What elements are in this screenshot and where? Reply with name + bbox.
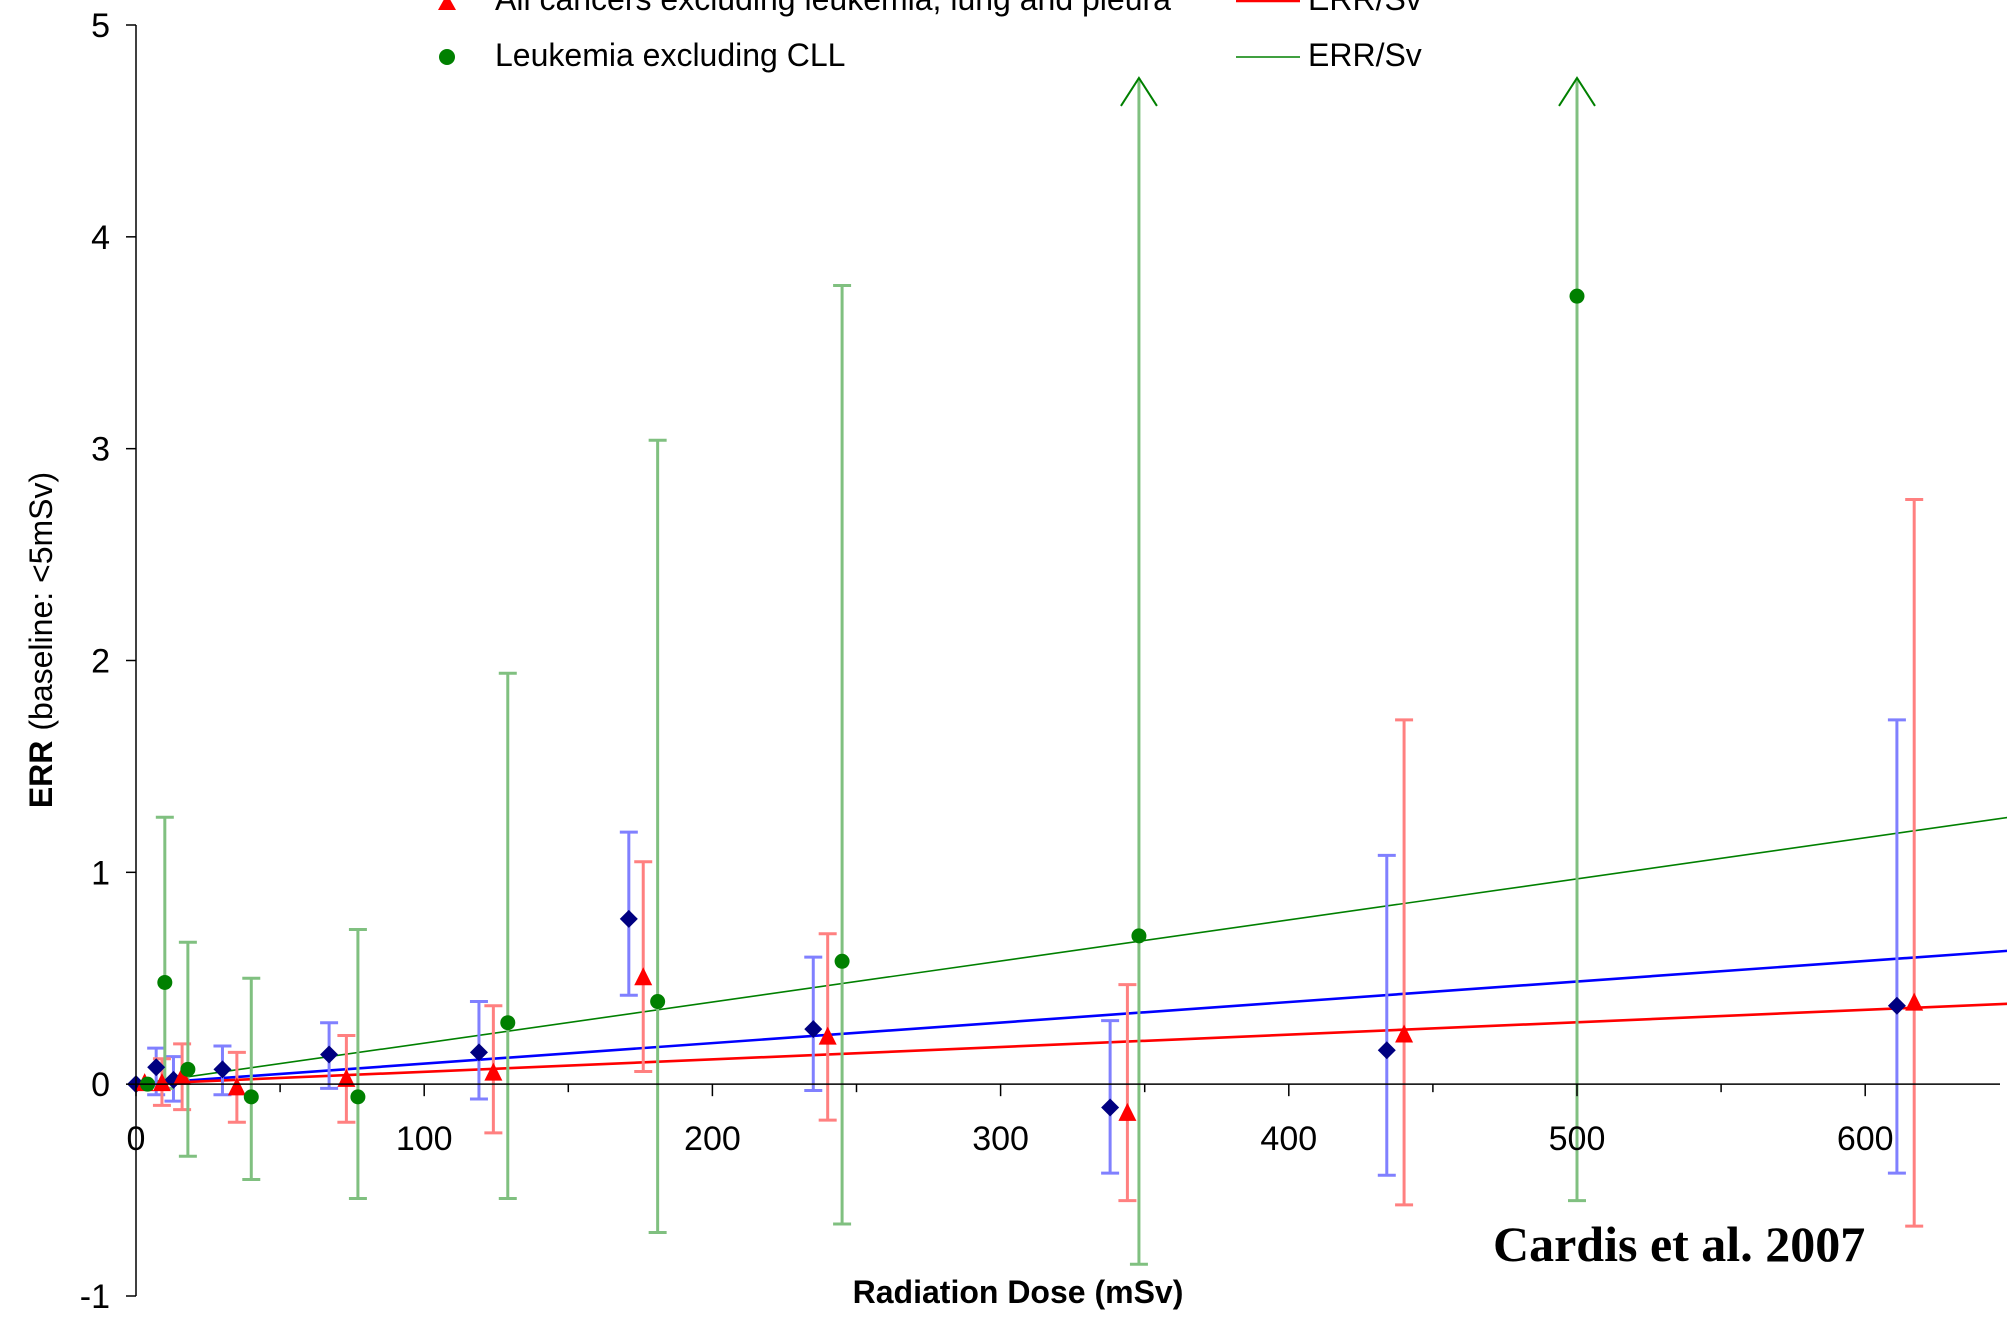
legend-marker-circle xyxy=(439,49,455,65)
x-axis-title: Radiation Dose (mSv) xyxy=(853,1274,1184,1310)
open-arrow xyxy=(1120,76,1158,107)
legend-line-label-green: ERR/Sv xyxy=(1308,37,1422,73)
x-tick-label: 0 xyxy=(127,1120,146,1158)
fit-line-2 xyxy=(135,816,2007,1085)
point-circle xyxy=(243,1089,259,1105)
y-tick-label: 5 xyxy=(91,7,110,45)
legend-label-leukemia: Leukemia excluding CLL xyxy=(495,37,845,73)
point-diamond xyxy=(1377,1041,1396,1060)
point-circle xyxy=(350,1089,366,1105)
point-circle xyxy=(157,974,173,990)
data-markers xyxy=(127,288,1924,1121)
error-bars xyxy=(147,76,1924,1266)
point-triangle xyxy=(1118,1102,1137,1121)
point-triangle xyxy=(1395,1024,1414,1043)
fit-lines xyxy=(135,816,2007,1086)
fit-line-0 xyxy=(135,949,2007,1086)
x-tick-label: 500 xyxy=(1549,1120,1606,1158)
x-tick-label: 300 xyxy=(972,1120,1029,1158)
y-axis-title-bold: ERR xyxy=(23,741,59,809)
open-arrow xyxy=(1558,76,1596,107)
point-circle xyxy=(180,1061,196,1077)
axes: -1 0 1 2 3 4 5 0 100 200 300 400 500 600 xyxy=(80,7,2000,1316)
point-triangle xyxy=(818,1026,837,1045)
y-tick-label: 4 xyxy=(91,219,110,257)
point-diamond xyxy=(147,1058,166,1077)
point-diamond xyxy=(804,1020,823,1039)
y-axis-title: ERR (baseline: <5mSv) xyxy=(23,472,59,808)
point-circle xyxy=(1131,928,1147,944)
point-diamond xyxy=(619,909,638,928)
credit-annotation: Cardis et al. 2007 xyxy=(1493,1216,1865,1272)
legend-marker-triangle xyxy=(438,0,456,10)
y-axis-title-rest: (baseline: <5mSv) xyxy=(23,472,59,731)
point-triangle xyxy=(337,1068,356,1087)
point-diamond xyxy=(1887,996,1906,1015)
y-tick-label: 0 xyxy=(91,1066,110,1104)
legend: All cancers excluding leukemia, lung and… xyxy=(438,0,1422,73)
y-tick-label: 1 xyxy=(91,854,110,892)
point-diamond xyxy=(1101,1098,1120,1117)
point-diamond xyxy=(469,1043,488,1062)
x-tick-label: 200 xyxy=(684,1120,741,1158)
point-diamond xyxy=(320,1045,339,1064)
point-circle xyxy=(1569,288,1585,304)
point-triangle xyxy=(173,1066,192,1085)
legend-label-all-cancers: All cancers excluding leukemia, lung and… xyxy=(495,0,1171,17)
y-tick-label: -1 xyxy=(80,1278,110,1316)
legend-line-label-red: ERR/Sv xyxy=(1308,0,1422,17)
point-circle xyxy=(500,1015,516,1031)
point-triangle xyxy=(634,967,653,986)
y-tick-label: 2 xyxy=(91,643,110,681)
x-tick-label: 400 xyxy=(1260,1120,1317,1158)
y-tick-label: 3 xyxy=(91,431,110,469)
point-triangle xyxy=(152,1073,171,1092)
point-circle xyxy=(834,953,850,969)
x-tick-label: 600 xyxy=(1837,1120,1894,1158)
point-circle xyxy=(650,994,666,1010)
point-triangle xyxy=(227,1077,246,1096)
point-triangle xyxy=(1905,992,1924,1011)
x-tick-label: 100 xyxy=(396,1120,453,1158)
fit-line-1 xyxy=(135,1002,2007,1086)
point-triangle xyxy=(484,1062,503,1081)
point-diamond xyxy=(213,1060,232,1079)
